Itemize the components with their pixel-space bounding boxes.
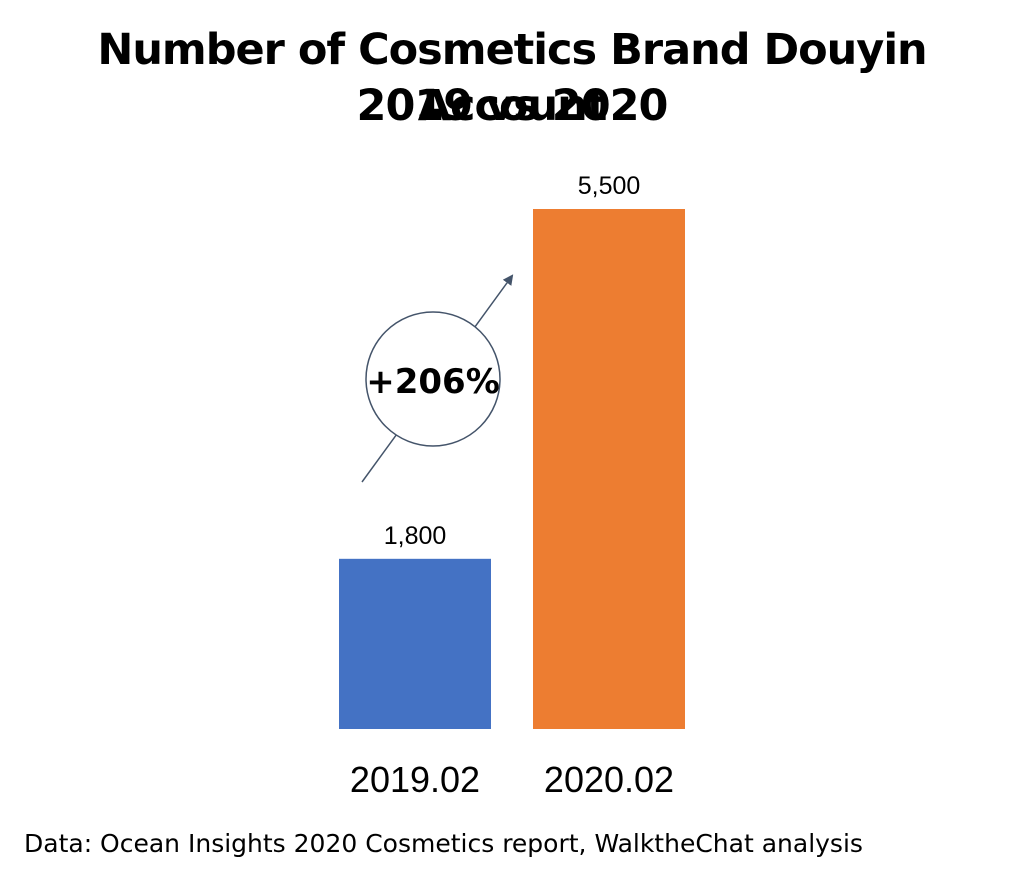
value-label-2019.02: 1,800 (384, 522, 447, 550)
value-label-2020.02: 5,500 (578, 172, 641, 200)
growth-circle (365, 311, 501, 447)
bar-2019.02 (339, 558, 491, 729)
chart-subtitle: 2019 vs 2020 (356, 81, 669, 131)
growth-label: +206% (366, 362, 500, 402)
category-label-2020.02: 2020.02 (544, 759, 674, 800)
bar-2020.02 (533, 209, 685, 729)
source-note: Data: Ocean Insights 2020 Cosmetics repo… (24, 829, 863, 858)
category-label-2019.02: 2019.02 (350, 759, 480, 800)
chart-title: Number of Cosmetics Brand Douyin Account (97, 25, 927, 131)
